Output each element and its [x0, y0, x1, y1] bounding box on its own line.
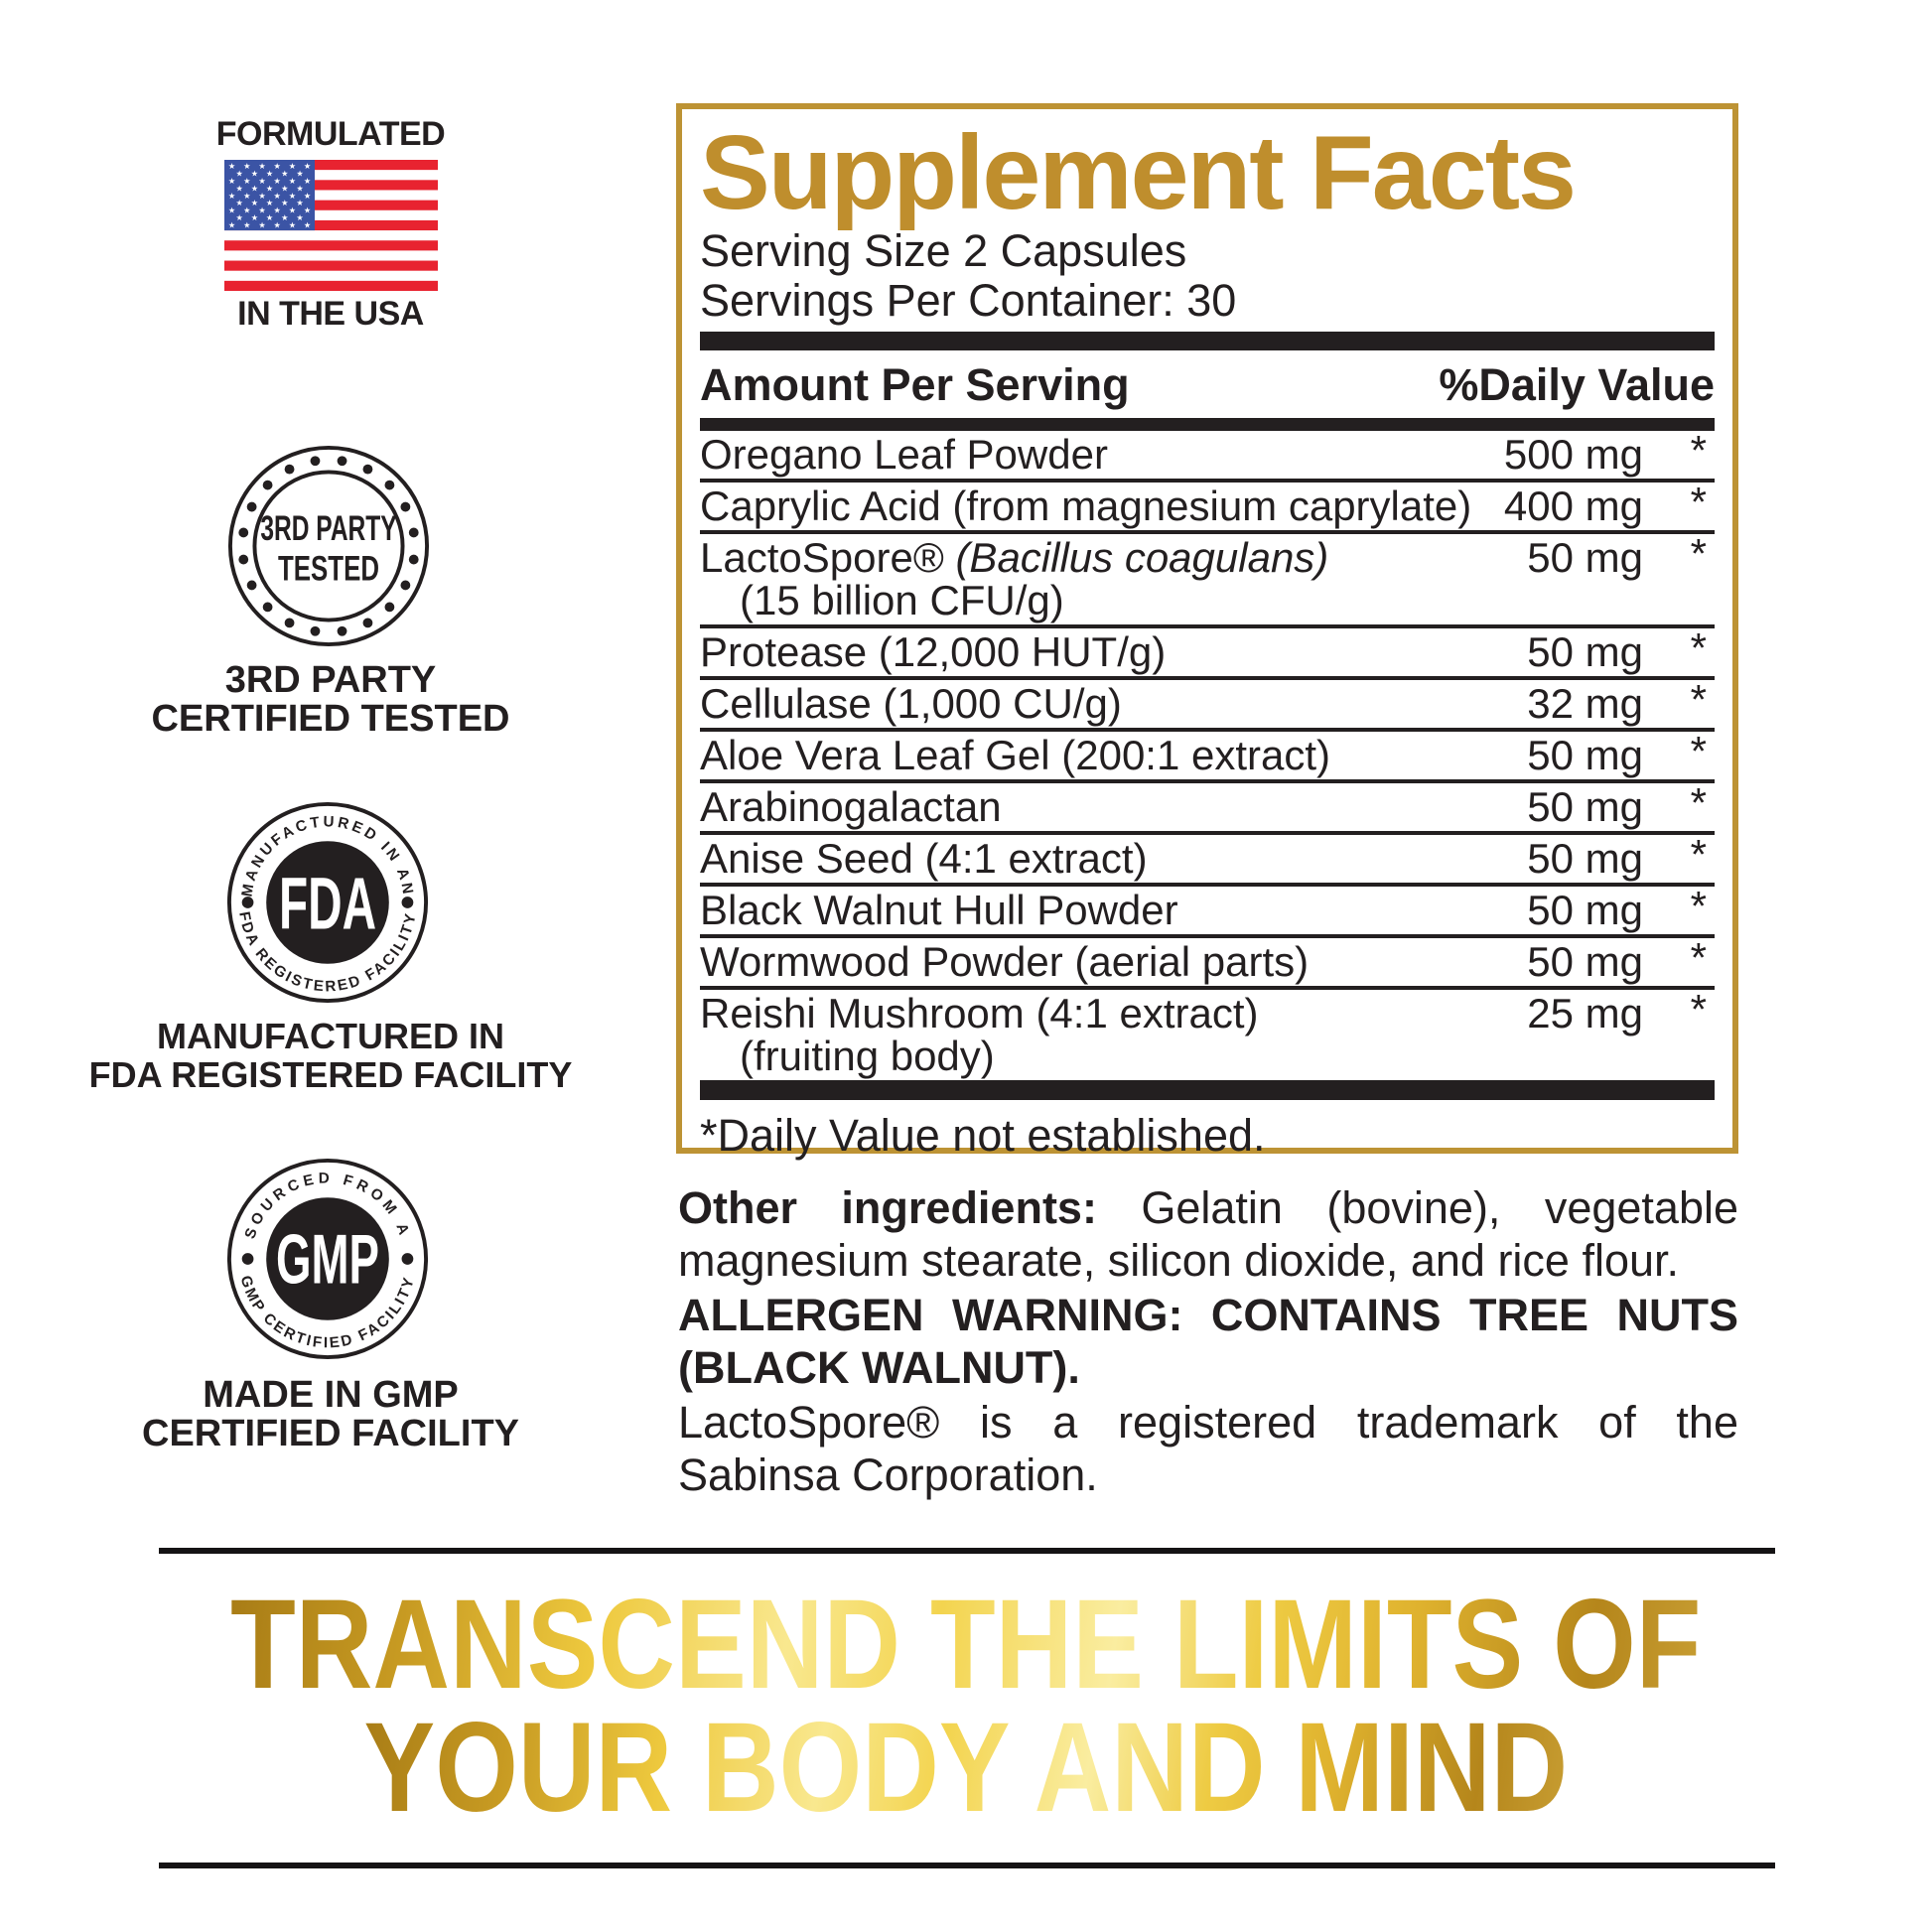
tagline-line1: TRANSCEND THE LIMITS OF: [230, 1574, 1702, 1716]
svg-text:★: ★: [227, 206, 234, 215]
svg-text:★: ★: [243, 219, 250, 229]
fda-seal-center: FDA: [279, 862, 376, 944]
facts-row: Anise Seed (4:1 extract) 50 mg *: [700, 831, 1715, 883]
svg-text:★: ★: [258, 206, 265, 215]
divider-bar-bottom: [700, 1080, 1715, 1101]
facts-table-body: Oregano Leaf Powder 500 mg * Caprylic Acid …: [700, 427, 1715, 1080]
svg-text:★: ★: [281, 212, 288, 222]
trademark-note: LactoSpore® is a registered trademark of…: [678, 1397, 1738, 1500]
svg-text:★: ★: [227, 219, 234, 229]
tagline: TRANSCEND THE LIMITS OF YOUR BODY AND MI…: [0, 1574, 1932, 1840]
svg-text:★: ★: [265, 169, 272, 179]
divider-bar-medium: [700, 418, 1715, 432]
panel-title: Supplement Facts: [700, 114, 1577, 231]
svg-text:★: ★: [258, 191, 265, 201]
facts-row: Aloe Vera Leaf Gel (200:1 extract) 50 mg *: [700, 728, 1715, 779]
facts-row: Wormwood Powder (aerial parts) 50 mg *: [700, 934, 1715, 986]
svg-text:★: ★: [281, 198, 288, 207]
svg-text:★: ★: [273, 191, 280, 201]
svg-text:★: ★: [235, 169, 242, 179]
facts-table-header: Amount Per Serving %Daily Value: [700, 350, 1715, 418]
facts-row: Caprylic Acid (from magnesium caprylate)…: [700, 479, 1715, 530]
formulated-label: FORMULATED: [215, 115, 446, 153]
fda-seal-icon: MANUFACTURED IN AN FDA REGISTERED FACILI…: [226, 801, 429, 1004]
svg-text:★: ★: [258, 219, 265, 229]
svg-text:★: ★: [296, 212, 303, 222]
svg-text:★: ★: [296, 169, 303, 179]
svg-text:★: ★: [273, 206, 280, 215]
svg-text:★: ★: [296, 198, 303, 207]
tagline-line2: YOUR BODY AND MIND: [363, 1697, 1569, 1840]
col-amount-per-serving: Amount Per Serving: [700, 359, 1130, 411]
svg-text:★: ★: [243, 161, 250, 171]
facts-row: Oregano Leaf Powder 500 mg *: [700, 427, 1707, 479]
third-party-tested-seal-icon: 3RD PARTY TESTED: [227, 445, 430, 647]
tested-seal-line2: TESTED: [278, 549, 379, 588]
svg-text:★: ★: [227, 176, 234, 186]
svg-text:★: ★: [288, 206, 295, 215]
svg-text:★: ★: [273, 161, 280, 171]
svg-text:★: ★: [227, 161, 234, 171]
svg-text:★: ★: [265, 183, 272, 193]
supplement-facts-panel: Supplement Facts Serving Size 2 Capsules…: [676, 103, 1738, 1161]
svg-text:★: ★: [250, 212, 257, 222]
svg-text:★: ★: [281, 169, 288, 179]
us-flag-icon: ★ ★ ★ ★ ★ ★★ ★ ★ ★ ★★ ★ ★ ★ ★ ★★ ★ ★ ★ ★★ ★ ★ ★ ★ ★★ ★ ★ ★ ★★ ★ ★ ★ ★ ★★…: [223, 160, 438, 291]
tagline-divider-bottom: [159, 1863, 1775, 1868]
svg-text:★: ★: [265, 198, 272, 207]
svg-text:★: ★: [258, 161, 265, 171]
divider-bar-thick: [700, 332, 1715, 351]
facts-row: LactoSpore® (Bacillus coagulans) 50 mg * (1…: [700, 530, 1715, 624]
svg-text:★: ★: [273, 219, 280, 229]
tagline-divider-top: [159, 1548, 1775, 1554]
facts-row: Black Walnut Hull Powder 50 mg *: [700, 883, 1715, 934]
svg-text:★: ★: [288, 176, 295, 186]
svg-text:★: ★: [288, 219, 295, 229]
fda-caption: MANUFACTURED IN FDA REGISTERED FACILITY: [88, 1016, 573, 1095]
svg-text:★: ★: [303, 219, 310, 229]
svg-text:★: ★: [288, 161, 295, 171]
svg-text:★: ★: [303, 161, 310, 171]
svg-text:★: ★: [303, 176, 310, 186]
svg-text:★: ★: [250, 198, 257, 207]
formulated-usa-badge: FORMULATED ★ ★ ★ ★ ★ ★ ★ ★ ★ ★ ★ ★ ★ ★ ★ ★ ★ ★ ★ ★ ★ ★ ★ ★ ★ ★ ★ ★ ★…: [112, 115, 549, 334]
svg-text:★: ★: [250, 169, 257, 179]
facts-row: Cellulase (1,000 CU/g) 32 mg *: [700, 676, 1715, 728]
daily-value-footnote: *Daily Value not established.: [700, 1110, 1266, 1162]
tested-caption: 3RD PARTY CERTIFIED TESTED: [151, 659, 510, 740]
facts-row: Arabinogalactan 50 mg *: [700, 779, 1715, 831]
allergen-warning: ALLERGEN WARNING: CONTAINS TREE NUTS (BL…: [678, 1290, 1738, 1393]
svg-text:★: ★: [243, 191, 250, 201]
svg-text:★: ★: [250, 183, 257, 193]
svg-text:★: ★: [258, 176, 265, 186]
svg-text:★: ★: [303, 206, 310, 215]
tested-seal-line1: 3RD PARTY: [260, 509, 396, 548]
gmp-seal-center: GMP: [276, 1220, 379, 1299]
gmp-caption: MADE IN GMP CERTIFIED FACILITY: [142, 1374, 519, 1454]
svg-text:★: ★: [235, 212, 242, 222]
svg-text:★: ★: [235, 198, 242, 207]
svg-text:★: ★: [243, 206, 250, 215]
svg-text:★: ★: [281, 183, 288, 193]
svg-text:★: ★: [243, 176, 250, 186]
in-the-usa-label: IN THE USA: [237, 295, 424, 333]
other-ingredients: Other ingredients: Gelatin (bovine), veg…: [678, 1182, 1738, 1286]
servings-per-container: Servings Per Container: 30: [700, 275, 1237, 327]
facts-row: Protease (12,000 HUT/g) 50 mg *: [700, 624, 1715, 676]
svg-text:★: ★: [296, 183, 303, 193]
svg-text:★: ★: [303, 191, 310, 201]
label-paragraphs: Other ingredients: Gelatin (bovine), veg…: [678, 1181, 1738, 1503]
col-daily-value: %Daily Value: [1439, 359, 1715, 411]
serving-size: Serving Size 2 Capsules: [700, 225, 1187, 277]
svg-text:★: ★: [288, 191, 295, 201]
svg-text:★: ★: [273, 176, 280, 186]
facts-row: Reishi Mushroom (4:1 extract) 25 mg * (frui…: [700, 986, 1715, 1080]
svg-text:★: ★: [265, 212, 272, 222]
svg-text:★: ★: [227, 191, 234, 201]
svg-text:★: ★: [235, 183, 242, 193]
gmp-seal-icon: SOURCED FROM A GMP CERTIFIED FACILITY GM…: [226, 1158, 429, 1360]
